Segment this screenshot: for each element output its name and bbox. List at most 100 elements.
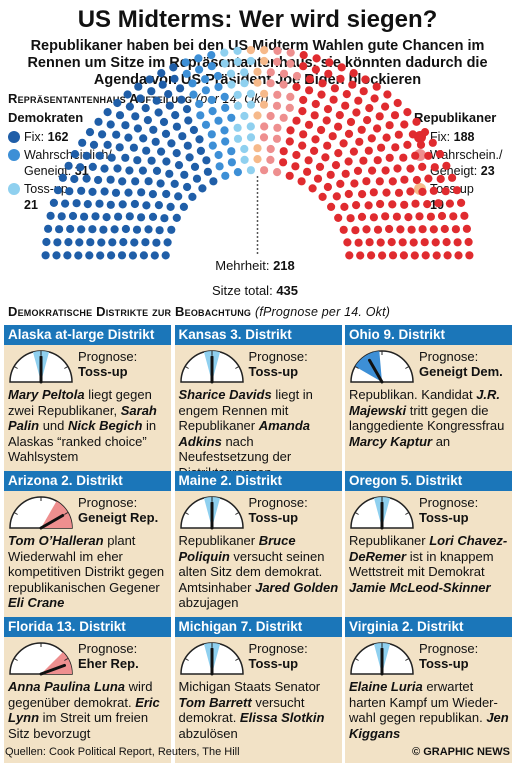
seat-dot (98, 130, 107, 139)
brand-credit: © GRAPHIC NEWS (412, 746, 510, 758)
seat-dot (464, 237, 473, 247)
seat-dot (344, 189, 353, 199)
seat-dot (311, 99, 320, 109)
gauge-tick (184, 366, 189, 369)
forecast-gauge (179, 642, 244, 676)
seat-dot (260, 89, 269, 98)
gauge-tick (13, 512, 18, 515)
seat-dot (361, 75, 370, 84)
seat-dot (113, 164, 122, 173)
seat-dot (460, 211, 469, 220)
gauge-tick (13, 658, 18, 661)
seat-dot (317, 90, 326, 99)
district-card: Oregon 5. Distrikt Prognose: Toss-up Republ… (345, 471, 512, 617)
seat-dot (172, 213, 181, 222)
seat-dot (97, 238, 106, 247)
district-name: Ohio 9. Distrikt (345, 325, 512, 345)
gauge-tick (354, 366, 359, 369)
seat-dot (214, 150, 223, 160)
forecast-label: Prognose: (78, 495, 138, 510)
seat-dot (221, 137, 230, 146)
seat-dot (215, 162, 224, 171)
seat-dot (253, 155, 262, 164)
district-card: Arizona 2. Distrikt Prognose: Geneigt Rep.… (4, 471, 171, 617)
seat-dot (377, 143, 386, 152)
forecast-category: Toss-up (419, 510, 469, 525)
district-name: Maine 2. Distrikt (174, 471, 342, 491)
seat-dot (83, 200, 92, 209)
seat-dot (125, 166, 134, 175)
seat-dot (354, 96, 363, 105)
seat-dot (373, 156, 382, 165)
seat-dot (443, 251, 452, 260)
democrats-legend: Demokraten Fix: 162 Wahrscheinlich/ Gene… (8, 110, 138, 215)
seat-dot (233, 90, 242, 99)
seat-dot (357, 125, 366, 134)
legend-dem-tossup: Toss-up 21 (8, 181, 138, 213)
seat-dot (128, 251, 137, 260)
seat-dot (286, 59, 295, 68)
seat-dot (233, 123, 242, 132)
gauge-tick (405, 658, 410, 661)
seat-dot (166, 202, 175, 211)
seat-dot (189, 90, 198, 99)
seat-dot (318, 79, 327, 88)
seat-dot (155, 226, 164, 235)
legend-dot (8, 149, 20, 161)
seat-dot (266, 79, 275, 88)
seat-dot (240, 68, 249, 77)
seat-dot (359, 87, 368, 96)
candidate-name: Elissa Slotkin (239, 710, 325, 725)
seat-dot (149, 125, 158, 134)
seat-dot (273, 90, 282, 99)
seat-dot (152, 166, 162, 175)
seat-dot (356, 251, 365, 260)
description-text: und (39, 418, 68, 433)
seat-dot (207, 95, 216, 105)
candidate-name: Jared Golden (255, 579, 339, 595)
seat-dot (326, 170, 335, 179)
gauge-tick (184, 512, 189, 515)
forecast-gauge (350, 496, 414, 530)
candidate-name: Sharice Davids (178, 387, 272, 402)
seat-dot (305, 86, 314, 95)
seat-dot (325, 58, 334, 67)
forecast-block: Prognose: Eher Rep. (78, 641, 139, 671)
seat-dot (121, 153, 130, 162)
seat-dot (344, 157, 353, 166)
seat-dot (88, 187, 97, 196)
seat-dot (381, 212, 390, 221)
seat-dot (418, 225, 427, 234)
seat-dot (381, 102, 390, 111)
seat-dot (115, 111, 125, 120)
seat-dot (184, 116, 193, 125)
seat-dot (102, 213, 111, 222)
description-text: Michigan Staats Senator (178, 679, 321, 694)
legend-rep-lean: Wahrschein./ Geneigt: 23 (414, 147, 514, 179)
seat-dot (115, 143, 124, 152)
forecast-gauge (179, 496, 244, 530)
districts-heading-text: Demokratische Distrikte zur Beobachtung (8, 304, 252, 319)
seat-dot (382, 133, 391, 142)
forecast-gauge (9, 350, 73, 384)
seat-dot (357, 212, 367, 221)
districts-section-heading: Demokratische Distrikte zur Beobachtung … (8, 304, 390, 319)
seat-dot (113, 98, 122, 108)
seat-dot (279, 147, 288, 156)
seat-dot (75, 238, 84, 247)
seat-dot (416, 140, 426, 149)
seat-dot (198, 184, 207, 193)
seat-dot (346, 214, 355, 223)
seat-dot (124, 188, 133, 197)
gauge-forecast-sector (355, 351, 382, 382)
gauge-tick (234, 512, 239, 515)
seat-dot (194, 54, 203, 63)
seat-dot (159, 117, 169, 127)
seat-dot (430, 163, 439, 172)
seat-dot (208, 107, 217, 116)
seat-dot (359, 156, 368, 165)
seat-dot (436, 174, 445, 184)
seat-dot (171, 111, 180, 120)
legend-value: 188 (453, 130, 475, 144)
gauge-needle (39, 663, 66, 676)
